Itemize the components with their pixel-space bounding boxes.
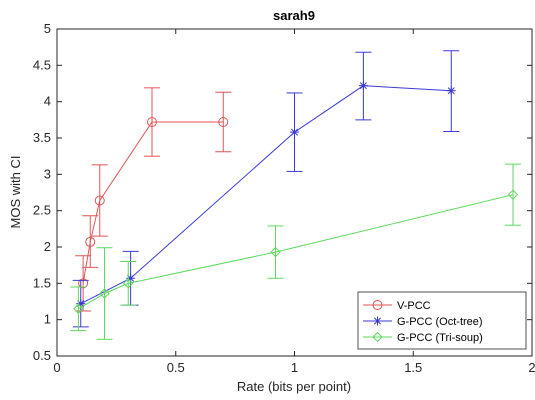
- series-layer: [70, 50, 521, 340]
- data-point: [99, 288, 110, 299]
- data-point: [76, 299, 86, 309]
- data-point: [507, 189, 519, 200]
- y-tick-label: 2: [44, 239, 51, 254]
- data-point: [73, 303, 84, 314]
- x-axis-title: Rate (bits per point): [237, 379, 351, 394]
- y-tick-label: 2.5: [33, 203, 51, 218]
- x-tick-label: 1.5: [404, 360, 422, 375]
- y-axis-title: MOS with CI: [8, 156, 23, 229]
- legend-label: V-PCC: [397, 300, 431, 312]
- chart-title: sarah9: [273, 8, 315, 23]
- x-tick-label: 0.5: [167, 360, 185, 375]
- x-tick-label: 0: [53, 360, 60, 375]
- data-point: [218, 117, 229, 128]
- x-tick-label: 2: [528, 360, 535, 375]
- y-tick-label: 4.5: [33, 57, 51, 72]
- data-point: [270, 246, 281, 258]
- series-1: [72, 50, 460, 328]
- legend-label: G-PCC (Oct-tree): [397, 316, 483, 328]
- data-point: [78, 278, 89, 289]
- legend-marker: [372, 331, 383, 343]
- y-tick-label: 4: [44, 94, 51, 109]
- y-tick-label: 1: [44, 312, 51, 327]
- series-0: [75, 87, 232, 312]
- series-2: [70, 163, 521, 340]
- y-tick-label: 3.5: [33, 130, 51, 145]
- data-point: [358, 81, 368, 91]
- axis-ticks: 0 0.5 1 1.5 20.511.522.533.544.55: [33, 21, 535, 375]
- data-point: [123, 278, 134, 289]
- data-point: [446, 86, 456, 96]
- legend-label: G-PCC (Tri-soup): [397, 332, 483, 344]
- data-point: [85, 236, 96, 247]
- legend: V-PCC G-PCC (Oct-tree) G-PCC (Tri-soup): [357, 291, 527, 350]
- legend-marker: [373, 316, 382, 326]
- y-tick-label: 1.5: [33, 275, 51, 290]
- data-point: [290, 127, 299, 137]
- legend-marker: [372, 300, 383, 310]
- data-point: [94, 195, 105, 206]
- y-tick-label: 0.5: [33, 348, 51, 363]
- data-point: [126, 273, 136, 283]
- y-tick-label: 5: [44, 21, 51, 36]
- y-tick-label: 3: [44, 166, 51, 181]
- x-tick-label: 1: [291, 360, 298, 375]
- data-point: [147, 117, 157, 128]
